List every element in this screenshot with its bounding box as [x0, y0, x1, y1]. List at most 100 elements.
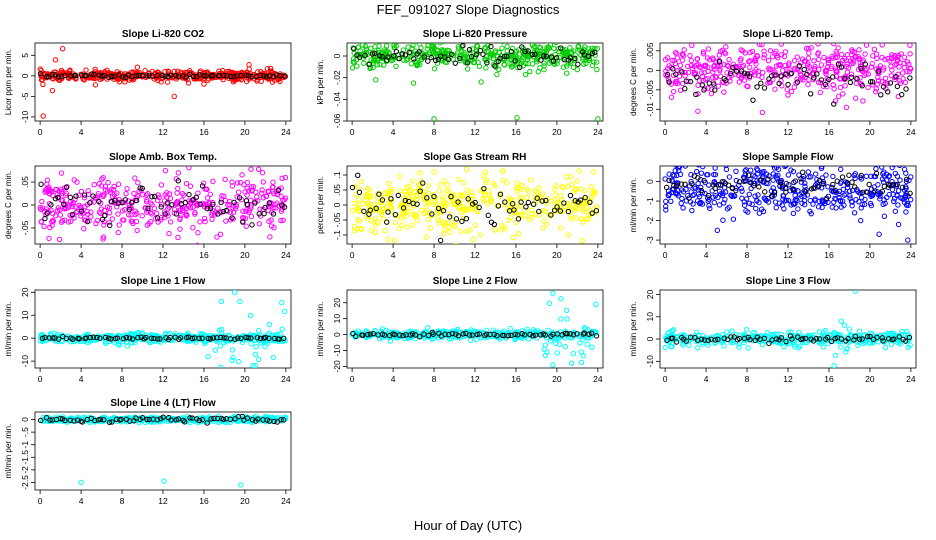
secondary-point: [878, 92, 884, 98]
data-point: [895, 202, 901, 208]
secondary-point: [831, 101, 837, 107]
data-point: [119, 208, 126, 214]
secondary-point: [746, 73, 753, 79]
data-point: [444, 182, 451, 188]
secondary-point: [559, 332, 565, 338]
secondary-point: [476, 331, 483, 337]
data-point: [780, 196, 786, 202]
data-point: [197, 219, 203, 225]
data-point: [219, 193, 225, 199]
data-point: [749, 201, 755, 208]
data-point: [737, 57, 743, 64]
secondary-point: [252, 200, 258, 206]
y-tick-label: 10: [20, 310, 30, 320]
data-point: [705, 172, 711, 178]
data-point: [581, 61, 587, 67]
x-tick-label: 0: [38, 374, 43, 384]
data-point: [837, 344, 844, 350]
y-tick-label: 0: [332, 53, 342, 58]
secondary-point: [448, 51, 455, 58]
data-point: [380, 216, 386, 222]
data-point: [478, 79, 484, 85]
data-point: [820, 344, 827, 350]
data-point: [805, 55, 812, 61]
data-point: [743, 167, 749, 173]
x-tick-label: 12: [783, 127, 793, 137]
secondary-point: [91, 71, 97, 78]
data-point: [429, 43, 436, 49]
plot-frame: [34, 411, 292, 491]
data-point: [116, 222, 122, 228]
data-point: [808, 210, 814, 217]
y-tick-label: -.02: [332, 70, 342, 85]
data-point: [591, 169, 597, 175]
secondary-point: [105, 74, 112, 81]
data-point: [88, 199, 94, 205]
secondary-point: [428, 54, 434, 61]
data-point: [819, 166, 825, 170]
data-point: [553, 43, 559, 46]
data-point: [363, 49, 370, 55]
data-point: [439, 47, 445, 53]
secondary-point: [229, 215, 235, 221]
data-point: [246, 209, 252, 215]
data-point: [46, 200, 53, 207]
data-point: [229, 357, 235, 364]
data-point: [266, 188, 272, 195]
data-point: [410, 178, 416, 184]
data-point: [248, 341, 254, 347]
data-point: [739, 195, 745, 201]
secondary-point: [907, 190, 913, 197]
data-point: [758, 206, 765, 212]
secondary-point: [515, 216, 522, 222]
secondary-point: [687, 78, 694, 85]
data-point: [355, 44, 361, 51]
data-point: [175, 234, 181, 241]
x-tick-label: 8: [745, 250, 750, 260]
secondary-point: [257, 72, 264, 79]
secondary-point: [44, 210, 50, 216]
data-point: [695, 180, 701, 187]
data-point: [580, 219, 586, 225]
data-point: [840, 186, 847, 192]
data-point: [715, 83, 722, 89]
secondary-point: [201, 73, 207, 79]
data-point: [666, 63, 672, 69]
data-point: [897, 341, 904, 347]
data-point: [679, 57, 686, 63]
plot-frame: [659, 289, 917, 369]
data-point: [541, 60, 547, 66]
data-point: [761, 55, 767, 61]
secondary-point: [815, 183, 822, 190]
secondary-point: [199, 335, 205, 341]
data-point: [877, 196, 883, 202]
data-point: [577, 340, 583, 346]
data-point: [873, 86, 880, 92]
data-point: [460, 215, 467, 222]
data-point: [705, 182, 712, 188]
data-point: [812, 63, 818, 70]
data-point: [869, 61, 875, 67]
secondary-point: [435, 205, 442, 212]
data-point: [214, 234, 220, 240]
data-point: [201, 81, 207, 87]
secondary-point: [266, 335, 272, 342]
secondary-point: [686, 195, 692, 201]
secondary-point: [564, 330, 570, 337]
data-point: [844, 69, 851, 75]
x-tick-label: 8: [120, 374, 125, 384]
data-point: [488, 198, 495, 204]
x-tick-label: 20: [552, 250, 562, 260]
data-point: [279, 299, 285, 306]
data-point: [672, 60, 679, 67]
data-point: [516, 47, 522, 53]
data-point: [772, 86, 778, 92]
data-point: [158, 214, 164, 221]
data-point: [717, 161, 721, 165]
data-point: [848, 71, 855, 77]
secondary-point: [712, 87, 718, 93]
secondary-point: [232, 336, 238, 342]
data-point: [672, 167, 678, 174]
